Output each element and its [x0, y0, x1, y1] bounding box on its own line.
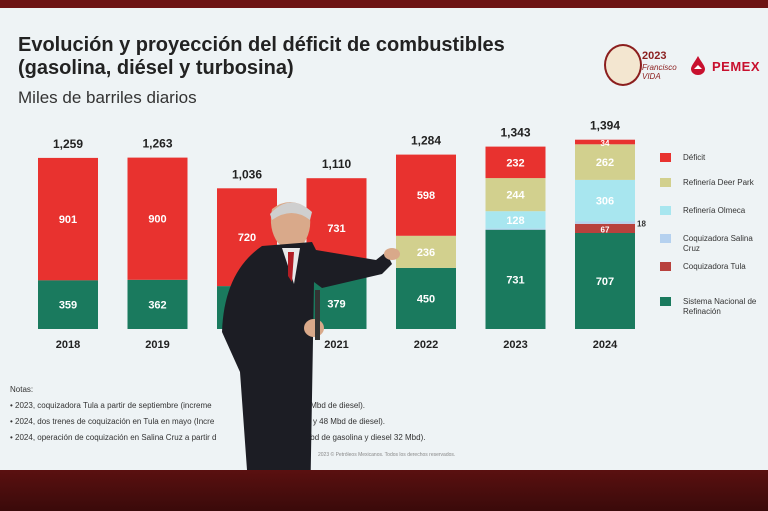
- bar-segment-salina_cruz: [485, 228, 546, 230]
- total-label: 1,394: [590, 119, 620, 133]
- bar-segment-deficit: [575, 139, 635, 145]
- legend-label: Coquizadora Salina Cruz: [683, 234, 753, 253]
- note-line: • 2024, dos trenes de coquización en Tul…: [10, 417, 385, 426]
- bar-segment-olmeca: [575, 179, 635, 222]
- bar-segment-deficit: [127, 157, 188, 280]
- logo-name: Francisco VIDA: [642, 63, 677, 81]
- bar-segment-tula: [575, 223, 635, 233]
- data-label-deficit: 598: [417, 190, 435, 202]
- legend-swatch: [660, 297, 671, 306]
- data-label-salina_cruz: 18: [637, 220, 646, 229]
- legend-label: Refinería Deer Park: [683, 178, 754, 187]
- data-label-deficit: 34: [601, 139, 610, 148]
- data-label-deer_park: 262: [596, 157, 614, 169]
- data-label-deficit: 900: [148, 214, 166, 226]
- bar-segment-snr: [396, 267, 456, 329]
- slide-title: Evolución y proyección del déficit de co…: [18, 34, 505, 79]
- x-tick-label: 2024: [593, 339, 618, 351]
- data-label-deficit: 720: [238, 232, 256, 244]
- data-label-snr: 707: [596, 276, 614, 288]
- data-label-deer_park: 236: [417, 247, 435, 259]
- legend-swatch: [660, 234, 671, 243]
- legend-swatch: [660, 262, 671, 271]
- data-label-deficit: 901: [59, 214, 77, 226]
- data-label-snr: 731: [506, 274, 524, 286]
- stage-backdrop-bottom: [0, 470, 768, 511]
- pemex-logo: PEMEX: [688, 55, 768, 83]
- total-label: 1,263: [142, 137, 172, 151]
- presenter-figure: [222, 202, 400, 511]
- data-label-snr: 450: [417, 293, 435, 305]
- bar-segment-deer_park: [485, 178, 546, 212]
- stage-backdrop-top: [0, 0, 768, 8]
- note-line: • 2024, operación de coquización en Sali…: [10, 433, 426, 442]
- total-label: 1,259: [53, 137, 83, 151]
- total-label: 1,284: [411, 134, 441, 148]
- x-tick-label: 2018: [56, 339, 80, 351]
- bar-segment-deer_park: [575, 144, 635, 180]
- bar-segment-snr: [127, 279, 188, 329]
- bar-segment-snr: [485, 229, 546, 329]
- legend-label: Coquizadora Tula: [683, 262, 746, 271]
- portrait-emblem-icon: [604, 44, 642, 86]
- legend-label: Sistema Nacional de Refinación: [683, 297, 757, 316]
- bar-segment-snr: [38, 280, 98, 329]
- data-label-tula: 67: [601, 225, 610, 234]
- slide-subtitle: Miles de barriles diarios: [18, 88, 197, 107]
- logo-year: 2023: [642, 50, 667, 62]
- bar-segment-salina_cruz: [575, 221, 635, 224]
- bar-segment-deficit: [485, 146, 546, 179]
- vida-2023-logo: 2023 Francisco VIDA: [604, 44, 678, 86]
- x-tick-label: 2022: [414, 339, 438, 351]
- total-label: 1,110: [322, 157, 352, 171]
- legend-swatch: [660, 153, 671, 162]
- notes-heading: Notas:: [10, 385, 34, 394]
- legend-label: Refinería Olmeca: [683, 206, 746, 215]
- x-tick-label: 2019: [145, 339, 169, 351]
- notes-block: Notas: • 2023, coquizadora Tula a partir…: [10, 382, 530, 446]
- bar-segment-deficit: [38, 157, 98, 281]
- slide-footer: 2023 © Petróleos Mexicanos. Todos los de…: [318, 452, 456, 458]
- total-label: 1,343: [500, 126, 530, 140]
- total-label: 1,036: [232, 167, 262, 181]
- legend-swatch: [660, 178, 671, 187]
- bar-segment-deer_park: [396, 235, 456, 268]
- data-label-deficit: 731: [327, 223, 345, 235]
- legend-swatch: [660, 206, 671, 215]
- pemex-eagle-icon: [691, 56, 705, 75]
- bar-segment-snr: [575, 233, 635, 329]
- data-label-snr: 362: [148, 299, 166, 311]
- data-label-deficit: 232: [506, 157, 524, 169]
- data-label-snr: 359: [59, 300, 77, 312]
- x-tick-label: 2021: [324, 339, 348, 351]
- data-label-deer_park: 244: [506, 190, 525, 202]
- data-label-olmeca: 128: [506, 215, 524, 227]
- bar-segment-olmeca: [485, 211, 546, 229]
- bar-segment-deficit: [396, 154, 456, 236]
- data-label-snr: 379: [327, 298, 345, 310]
- pemex-wordmark: PEMEX: [712, 59, 761, 74]
- legend-label: Déficit: [683, 153, 706, 162]
- data-label-olmeca: 306: [596, 196, 614, 208]
- x-tick-label: 2023: [503, 339, 527, 351]
- note-line: • 2023, coquizadora Tula a partir de sep…: [10, 401, 365, 410]
